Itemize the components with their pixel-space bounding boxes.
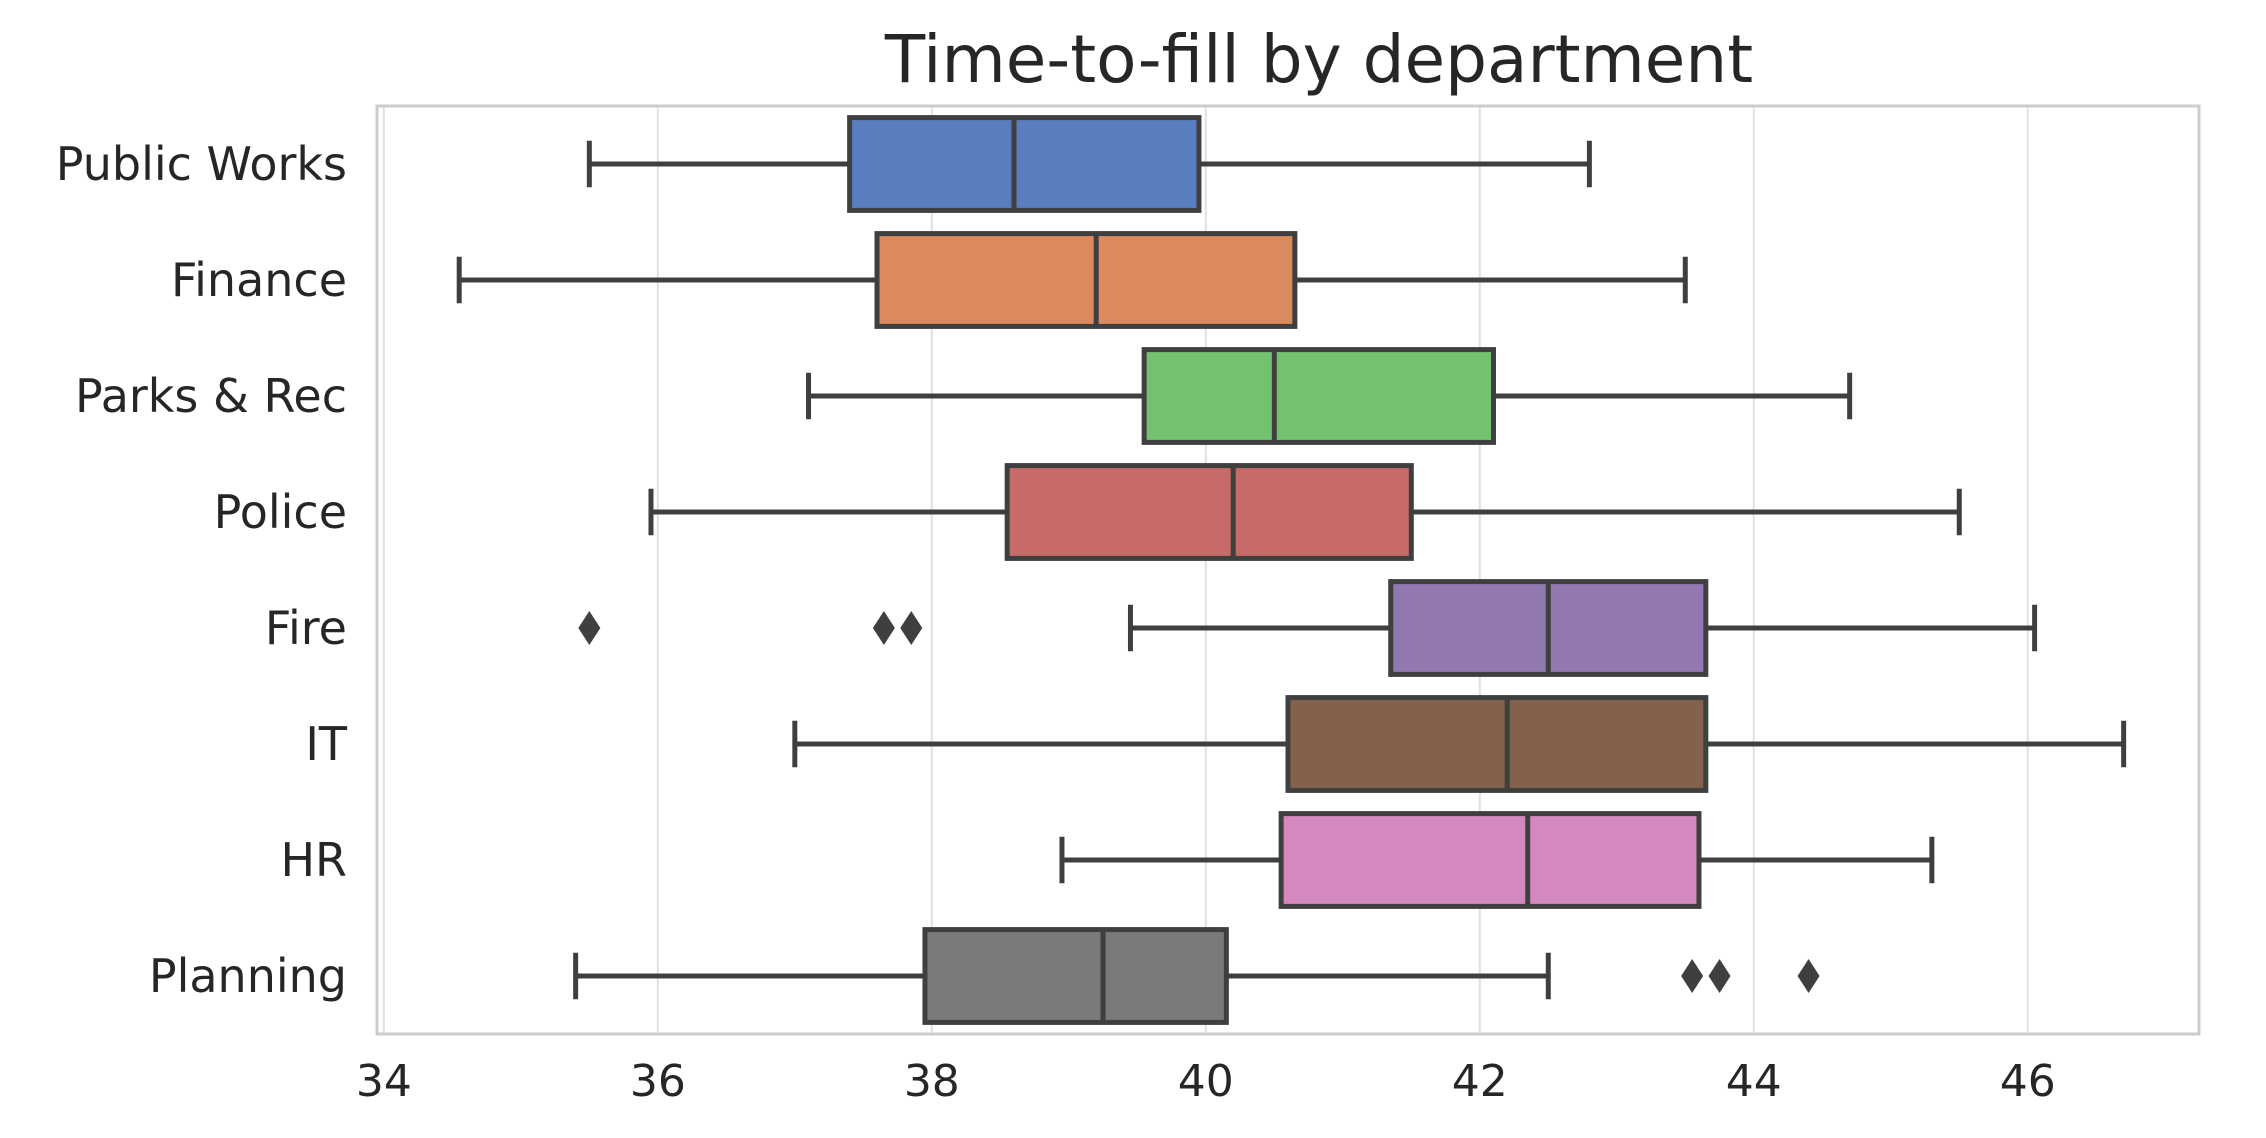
box-group <box>578 579 2038 677</box>
box-group <box>648 463 1962 561</box>
iqr-box <box>1278 811 1702 909</box>
x-tick-label: 46 <box>2000 1056 2056 1107</box>
iqr-box <box>922 927 1229 1025</box>
category-label: Planning <box>149 949 347 1003</box>
iqr-box <box>847 115 1202 213</box>
value-axis: 34 36 38 40 42 44 46 <box>356 1056 2056 1107</box>
iqr-box <box>1004 463 1414 561</box>
iqr-box <box>1285 695 1709 793</box>
chart-title: Time-to-fill by department <box>884 21 1753 98</box>
x-tick-label: 44 <box>1726 1056 1782 1107</box>
iqr-box <box>1141 347 1496 445</box>
box-group <box>1059 811 1935 909</box>
box-group <box>456 231 1688 329</box>
outlier-marker <box>1681 959 1704 993</box>
category-label: Police <box>214 485 347 539</box>
plot-frame <box>375 104 2201 1036</box>
outlier-marker <box>1708 959 1731 993</box>
x-tick-label: 42 <box>1452 1056 1508 1107</box>
box-group <box>792 695 2127 793</box>
outlier-marker <box>900 611 923 645</box>
x-tick-label: 38 <box>904 1056 960 1107</box>
outlier-marker <box>872 611 895 645</box>
category-label: Public Works <box>56 137 347 191</box>
box-group <box>586 115 1592 213</box>
category-axis: Public Works Finance Parks & Rec Police Fire… <box>56 137 348 1003</box>
x-tick-label: 40 <box>1178 1056 1234 1107</box>
x-tick-label: 34 <box>356 1056 412 1107</box>
outlier-marker <box>1797 959 1820 993</box>
box-series <box>456 115 2127 1025</box>
category-label: Parks & Rec <box>75 369 347 423</box>
x-tick-label: 36 <box>630 1056 686 1107</box>
box-group <box>573 927 1820 1025</box>
outlier-marker <box>578 611 601 645</box>
category-label: Fire <box>265 601 347 655</box>
iqr-box <box>874 231 1298 329</box>
category-label: HR <box>280 833 347 887</box>
category-label: IT <box>305 717 348 771</box>
box-group <box>806 347 1853 445</box>
category-label: Finance <box>171 253 347 307</box>
